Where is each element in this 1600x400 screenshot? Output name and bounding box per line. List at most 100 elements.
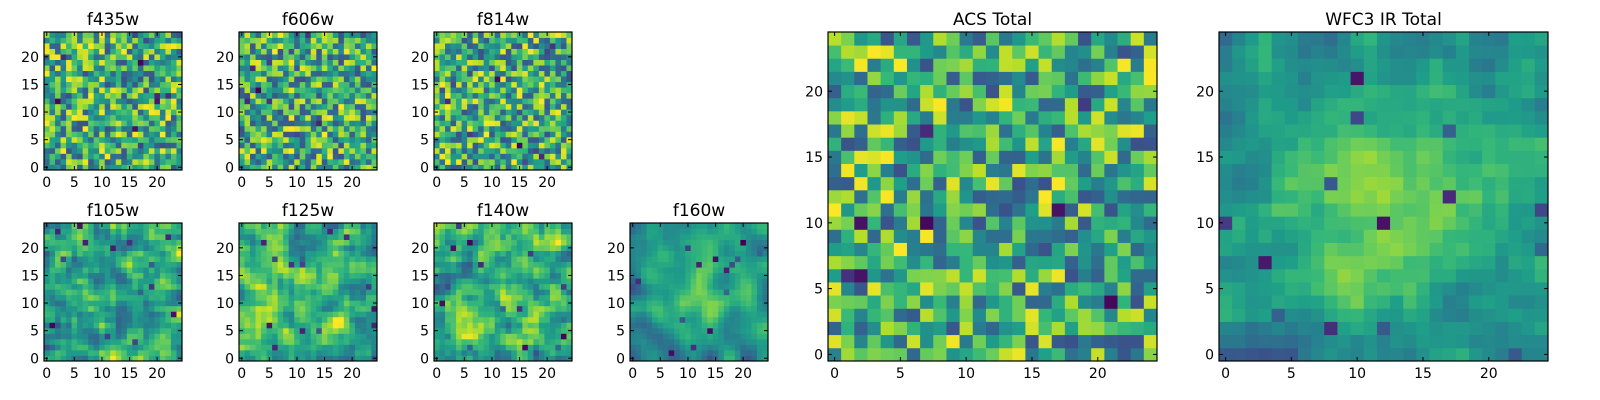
heatmap-cell bbox=[272, 48, 279, 55]
heatmap-cell bbox=[985, 268, 1000, 283]
heatmap-cell bbox=[82, 245, 89, 251]
heatmap-cell bbox=[244, 70, 251, 77]
heatmap-cell bbox=[288, 327, 295, 334]
heatmap-cell bbox=[77, 142, 84, 149]
heatmap-cell bbox=[445, 92, 451, 99]
heatmap-cell bbox=[82, 267, 89, 274]
heatmap-cell bbox=[283, 234, 290, 240]
heatmap-cell bbox=[549, 43, 556, 49]
heatmap-cell bbox=[126, 239, 133, 246]
heatmap-cell bbox=[538, 283, 545, 290]
heatmap-cell bbox=[434, 48, 440, 55]
heatmap-cell bbox=[176, 316, 183, 323]
heatmap-cell bbox=[505, 300, 512, 307]
axes-frame bbox=[238, 31, 378, 171]
heatmap-cell bbox=[701, 239, 708, 246]
heatmap-cell bbox=[690, 272, 697, 279]
heatmap-cell bbox=[756, 355, 763, 362]
heatmap-cell bbox=[143, 261, 150, 268]
heatmap-cell bbox=[104, 59, 111, 66]
heatmap-cell bbox=[66, 283, 72, 290]
heatmap-cell bbox=[445, 131, 451, 138]
heatmap-cell bbox=[115, 70, 122, 77]
heatmap-cell bbox=[66, 153, 72, 160]
heatmap-cell bbox=[132, 289, 139, 296]
heatmap-cell bbox=[261, 103, 267, 110]
heatmap-cell bbox=[707, 267, 714, 274]
heatmap-cell bbox=[522, 92, 529, 99]
heatmap-cell bbox=[165, 223, 172, 229]
heatmap-cell bbox=[354, 272, 361, 279]
heatmap-cell bbox=[316, 142, 323, 149]
heatmap-cell bbox=[549, 267, 556, 274]
heatmap-cell bbox=[104, 256, 111, 263]
heatmap-cell bbox=[467, 338, 474, 345]
heatmap-cell bbox=[450, 103, 457, 110]
heatmap-cell bbox=[445, 311, 451, 318]
heatmap-cell bbox=[104, 311, 111, 318]
heatmap-cell bbox=[1012, 308, 1026, 322]
heatmap-cell bbox=[115, 245, 122, 251]
heatmap-cell bbox=[641, 267, 647, 274]
heatmap-cell bbox=[93, 92, 100, 99]
heatmap-cell bbox=[566, 65, 573, 72]
heatmap-cell bbox=[360, 76, 367, 83]
heatmap-cell bbox=[959, 216, 974, 230]
heatmap-cell bbox=[93, 32, 100, 38]
heatmap-cell bbox=[71, 37, 78, 44]
heatmap-cell bbox=[668, 294, 675, 301]
heatmap-cell bbox=[560, 283, 567, 290]
heatmap-cell bbox=[701, 234, 708, 240]
heatmap-cell bbox=[121, 311, 128, 318]
heatmap-cell bbox=[299, 59, 306, 66]
heatmap-cell bbox=[126, 87, 133, 94]
heatmap-cell bbox=[316, 239, 323, 246]
heatmap-cell bbox=[1130, 163, 1145, 178]
heatmap-cell bbox=[332, 300, 339, 307]
heatmap-cell bbox=[751, 305, 758, 312]
heatmap-cell bbox=[734, 283, 741, 290]
heatmap-cell bbox=[478, 98, 485, 105]
heatmap-cell bbox=[652, 327, 658, 334]
heatmap-cell bbox=[635, 333, 642, 340]
heatmap-cell bbox=[170, 311, 177, 318]
heatmap-cell bbox=[494, 228, 501, 235]
heatmap-cell bbox=[44, 338, 50, 345]
heatmap-cell bbox=[277, 300, 284, 307]
heatmap-cell bbox=[176, 261, 183, 268]
heatmap-cell bbox=[371, 267, 378, 274]
heatmap-cell bbox=[66, 311, 72, 318]
heatmap-cell bbox=[1051, 295, 1066, 309]
heatmap-cell bbox=[55, 234, 61, 240]
heatmap-cell bbox=[445, 305, 451, 312]
heatmap-cell bbox=[483, 305, 490, 312]
heatmap-cell bbox=[165, 305, 172, 312]
heatmap-cell bbox=[244, 37, 251, 44]
heatmap-cell bbox=[283, 147, 290, 154]
heatmap-cell bbox=[740, 305, 747, 312]
heatmap-cell bbox=[906, 176, 921, 191]
heatmap-cell bbox=[841, 308, 855, 322]
heatmap-cell bbox=[327, 289, 334, 296]
heatmap-cell bbox=[239, 147, 245, 154]
heatmap-cell bbox=[472, 142, 479, 149]
heatmap-cell bbox=[456, 98, 462, 105]
heatmap-cell bbox=[679, 322, 686, 329]
heatmap-cell bbox=[60, 65, 67, 72]
heatmap-cell bbox=[255, 92, 262, 99]
heatmap-cell bbox=[461, 37, 468, 44]
heatmap-cell bbox=[255, 65, 262, 72]
heatmap-cell bbox=[494, 338, 501, 345]
heatmap-cell bbox=[255, 278, 262, 285]
heatmap-cell bbox=[478, 131, 485, 138]
heatmap-cell bbox=[49, 327, 56, 334]
heatmap-cell bbox=[316, 147, 323, 154]
heatmap-cell bbox=[450, 223, 457, 229]
heatmap-cell bbox=[148, 98, 155, 105]
heatmap-cell bbox=[159, 289, 166, 296]
heatmap-cell bbox=[321, 103, 328, 110]
heatmap-cell bbox=[544, 59, 551, 66]
heatmap-cell bbox=[360, 316, 367, 323]
heatmap-cell bbox=[920, 295, 934, 309]
